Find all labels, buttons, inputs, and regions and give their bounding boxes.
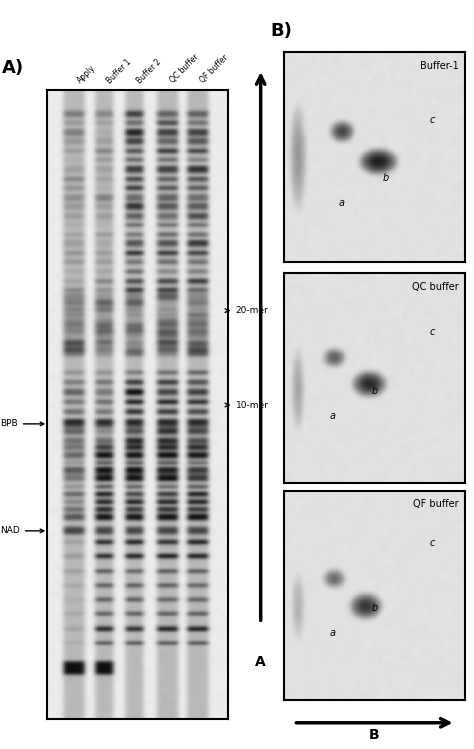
Text: a: a: [330, 411, 336, 421]
Text: c: c: [429, 115, 435, 124]
Text: a: a: [339, 198, 345, 208]
Text: NAD: NAD: [0, 527, 44, 536]
Text: Buffer-1: Buffer-1: [420, 61, 459, 71]
Text: QC buffer: QC buffer: [168, 52, 201, 85]
Text: B): B): [270, 22, 292, 40]
Text: c: c: [429, 327, 435, 337]
Text: b: b: [371, 603, 378, 613]
Text: A: A: [255, 655, 266, 669]
Text: Apply: Apply: [75, 63, 97, 85]
Text: Buffer 1: Buffer 1: [105, 57, 133, 85]
Text: c: c: [429, 538, 435, 548]
Text: QC buffer: QC buffer: [412, 282, 459, 292]
Text: QF buffer: QF buffer: [413, 499, 459, 509]
Text: Buffer 2: Buffer 2: [135, 57, 163, 85]
Text: b: b: [371, 386, 378, 395]
Text: b: b: [382, 173, 388, 184]
Text: B: B: [369, 727, 380, 742]
Text: 20-mer: 20-mer: [225, 306, 269, 315]
Text: QF buffer: QF buffer: [198, 53, 230, 85]
Text: 10-mer: 10-mer: [225, 401, 269, 410]
Text: A): A): [2, 59, 25, 77]
Text: BPB: BPB: [0, 419, 44, 428]
Text: a: a: [330, 628, 336, 638]
